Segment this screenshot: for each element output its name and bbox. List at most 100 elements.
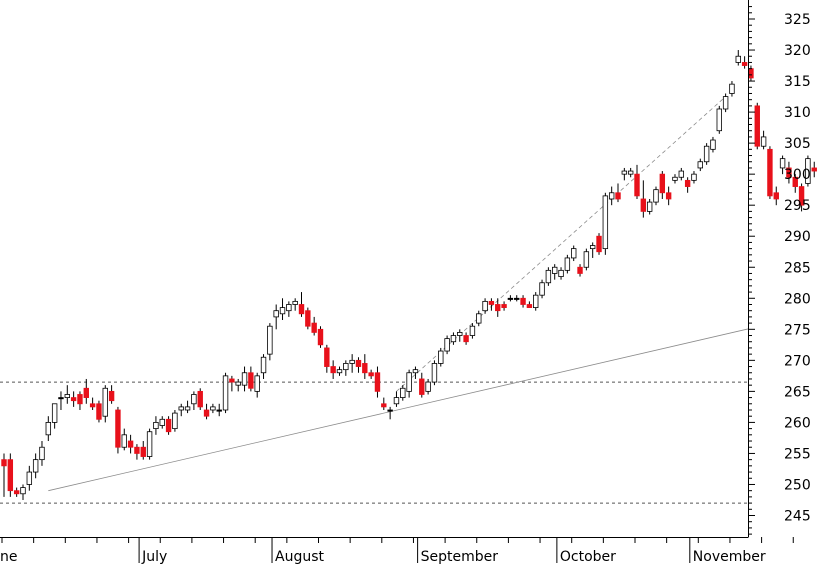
candle-body: [58, 397, 64, 400]
candle: [482, 298, 488, 314]
candle: [691, 171, 697, 184]
candle: [741, 56, 748, 69]
candle-body: [684, 179, 691, 187]
candle: [32, 453, 39, 479]
candle: [39, 441, 45, 466]
candle-body: [501, 304, 507, 308]
trendline: [48, 328, 749, 492]
candle-body: [140, 446, 146, 457]
candle: [260, 354, 267, 379]
candle: [469, 323, 476, 339]
candle: [311, 316, 317, 336]
candle: [26, 465, 33, 491]
candle: [121, 428, 127, 451]
candle: [89, 397, 96, 410]
candle-body: [552, 266, 558, 274]
candle: [646, 198, 653, 215]
candle: [571, 245, 577, 262]
candle-body: [450, 335, 457, 343]
candle-body: [646, 201, 653, 212]
candle-body: [665, 192, 672, 200]
candle-body: [735, 55, 741, 63]
candle: [621, 167, 628, 181]
candle: [343, 360, 349, 376]
candle: [286, 301, 292, 317]
candle-body: [425, 381, 431, 392]
month-label: September: [421, 549, 499, 565]
candle: [254, 372, 260, 398]
candle: [305, 307, 311, 330]
month-label: July: [141, 549, 167, 565]
y-tick-label: 255: [784, 446, 811, 462]
candle-body: [64, 394, 70, 398]
candle-body: [406, 372, 412, 392]
candle: [722, 93, 729, 113]
candle-body: [254, 375, 260, 392]
candle-body: [355, 359, 362, 367]
candle: [45, 416, 52, 442]
candle: [172, 409, 178, 432]
candle-body: [229, 378, 235, 383]
candle-body: [716, 108, 722, 132]
candle: [627, 167, 634, 178]
candle: [184, 400, 191, 414]
candle-body: [311, 322, 317, 333]
candle: [374, 366, 381, 398]
candle: [665, 186, 672, 206]
candle-body: [754, 105, 760, 147]
candle-body: [70, 397, 77, 402]
candle: [552, 264, 558, 280]
candle: [653, 186, 659, 206]
candle-body: [748, 68, 754, 79]
candle: [476, 310, 482, 327]
y-tick-label: 290: [784, 229, 811, 245]
candle: [634, 164, 640, 199]
candle: [583, 248, 590, 271]
candle-body: [330, 366, 336, 374]
candle-body: [102, 387, 108, 417]
candle: [488, 298, 495, 311]
candle-body: [51, 403, 58, 423]
candle-body: [343, 363, 349, 371]
candle-body: [444, 338, 450, 352]
y-tick-label: 300: [784, 167, 811, 183]
candle: [134, 444, 140, 460]
candle-body: [108, 390, 115, 402]
candle-body: [172, 412, 178, 430]
candle: [786, 161, 792, 184]
candle-body: [463, 335, 469, 343]
candle-body: [640, 198, 647, 212]
candle: [564, 254, 571, 274]
candle: [7, 453, 14, 497]
candle: [324, 344, 330, 373]
candle-body: [627, 170, 634, 175]
candle-body: [798, 186, 805, 206]
candle-body: [381, 403, 387, 408]
candle-body: [235, 381, 241, 386]
candle-body: [20, 487, 26, 495]
candle: [419, 372, 425, 398]
candle: [735, 50, 741, 66]
candle-body: [621, 170, 628, 175]
candle: [792, 174, 798, 193]
candle-body: [26, 471, 33, 485]
candle-body: [184, 406, 191, 411]
candle: [615, 183, 621, 203]
y-tick-label: 280: [784, 291, 811, 307]
candle-body: [1, 459, 7, 467]
candle-body: [121, 434, 127, 448]
candle-body: [805, 158, 811, 184]
candle-body: [83, 387, 89, 398]
candle-body: [89, 403, 96, 408]
candle: [412, 366, 419, 379]
candle-body: [305, 310, 311, 327]
candle-body: [526, 304, 533, 308]
candle: [102, 385, 108, 423]
candle: [368, 369, 374, 379]
candle: [178, 403, 184, 417]
candle: [539, 279, 545, 299]
trendline: [396, 96, 726, 392]
y-tick-label: 285: [784, 260, 811, 276]
candle: [267, 323, 273, 361]
